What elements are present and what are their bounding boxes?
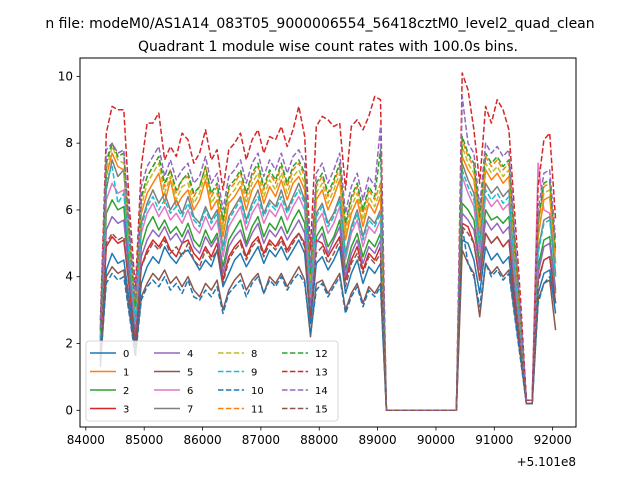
x-tick-label: 92000 — [534, 433, 572, 447]
axis-ticks: 84000 85000 86000 87000 88000 89000 90000 91000… — [58, 69, 572, 447]
series-line-7 — [99, 159, 557, 412]
plot-area — [99, 72, 557, 412]
legend-label-5: 5 — [187, 368, 193, 379]
legend-label-8: 8 — [251, 349, 257, 360]
series-line-8 — [99, 145, 557, 412]
legend-label-6: 6 — [187, 386, 193, 397]
axes-frame — [79, 57, 577, 428]
legend-label-0: 0 — [123, 349, 129, 360]
series-line-9 — [99, 165, 557, 412]
series-line-1 — [99, 152, 557, 412]
series-line-12 — [99, 135, 557, 412]
x-tick-label: 90000 — [417, 433, 455, 447]
legend-label-3: 3 — [123, 405, 129, 416]
series-line-14 — [99, 95, 557, 412]
series-line-2 — [99, 199, 557, 412]
figure-suptitle: n file: modeM0/AS1A14_083T05_9000006554_… — [45, 16, 594, 32]
series-line-11 — [99, 139, 557, 412]
x-tick-label: 86000 — [183, 433, 221, 447]
x-tick-label: 89000 — [359, 433, 397, 447]
legend-label-10: 10 — [251, 386, 264, 397]
x-tick-label: 91000 — [475, 433, 513, 447]
y-tick-label: 10 — [58, 69, 73, 83]
y-tick-label: 6 — [65, 203, 73, 217]
legend-label-4: 4 — [187, 349, 193, 360]
x-offset-text: +5.101e8 — [517, 455, 576, 469]
series-line-13 — [99, 72, 557, 412]
legend-box — [85, 340, 339, 422]
x-tick-label: 88000 — [300, 433, 338, 447]
series-line-6 — [99, 162, 557, 412]
series-line-15 — [99, 225, 557, 412]
y-tick-label: 8 — [65, 136, 73, 150]
legend-label-2: 2 — [123, 386, 129, 397]
y-tick-label: 2 — [65, 337, 73, 351]
legend-label-12: 12 — [315, 349, 328, 360]
legend-label-9: 9 — [251, 368, 257, 379]
legend-label-7: 7 — [187, 405, 193, 416]
legend-label-1: 1 — [123, 368, 129, 379]
chart-title: Quadrant 1 module wise count rates with … — [138, 39, 518, 55]
y-tick-label: 4 — [65, 270, 73, 284]
legend-label-13: 13 — [315, 368, 328, 379]
legend-label-11: 11 — [251, 405, 264, 416]
series-line-10 — [99, 225, 557, 412]
x-tick-label: 87000 — [242, 433, 280, 447]
legend-label-15: 15 — [315, 405, 328, 416]
series-line-0 — [99, 239, 557, 412]
legend-label-14: 14 — [315, 386, 328, 397]
series-line-4 — [99, 212, 557, 412]
y-tick-label: 0 — [65, 403, 73, 417]
x-tick-label: 84000 — [67, 433, 105, 447]
x-tick-label: 85000 — [125, 433, 163, 447]
